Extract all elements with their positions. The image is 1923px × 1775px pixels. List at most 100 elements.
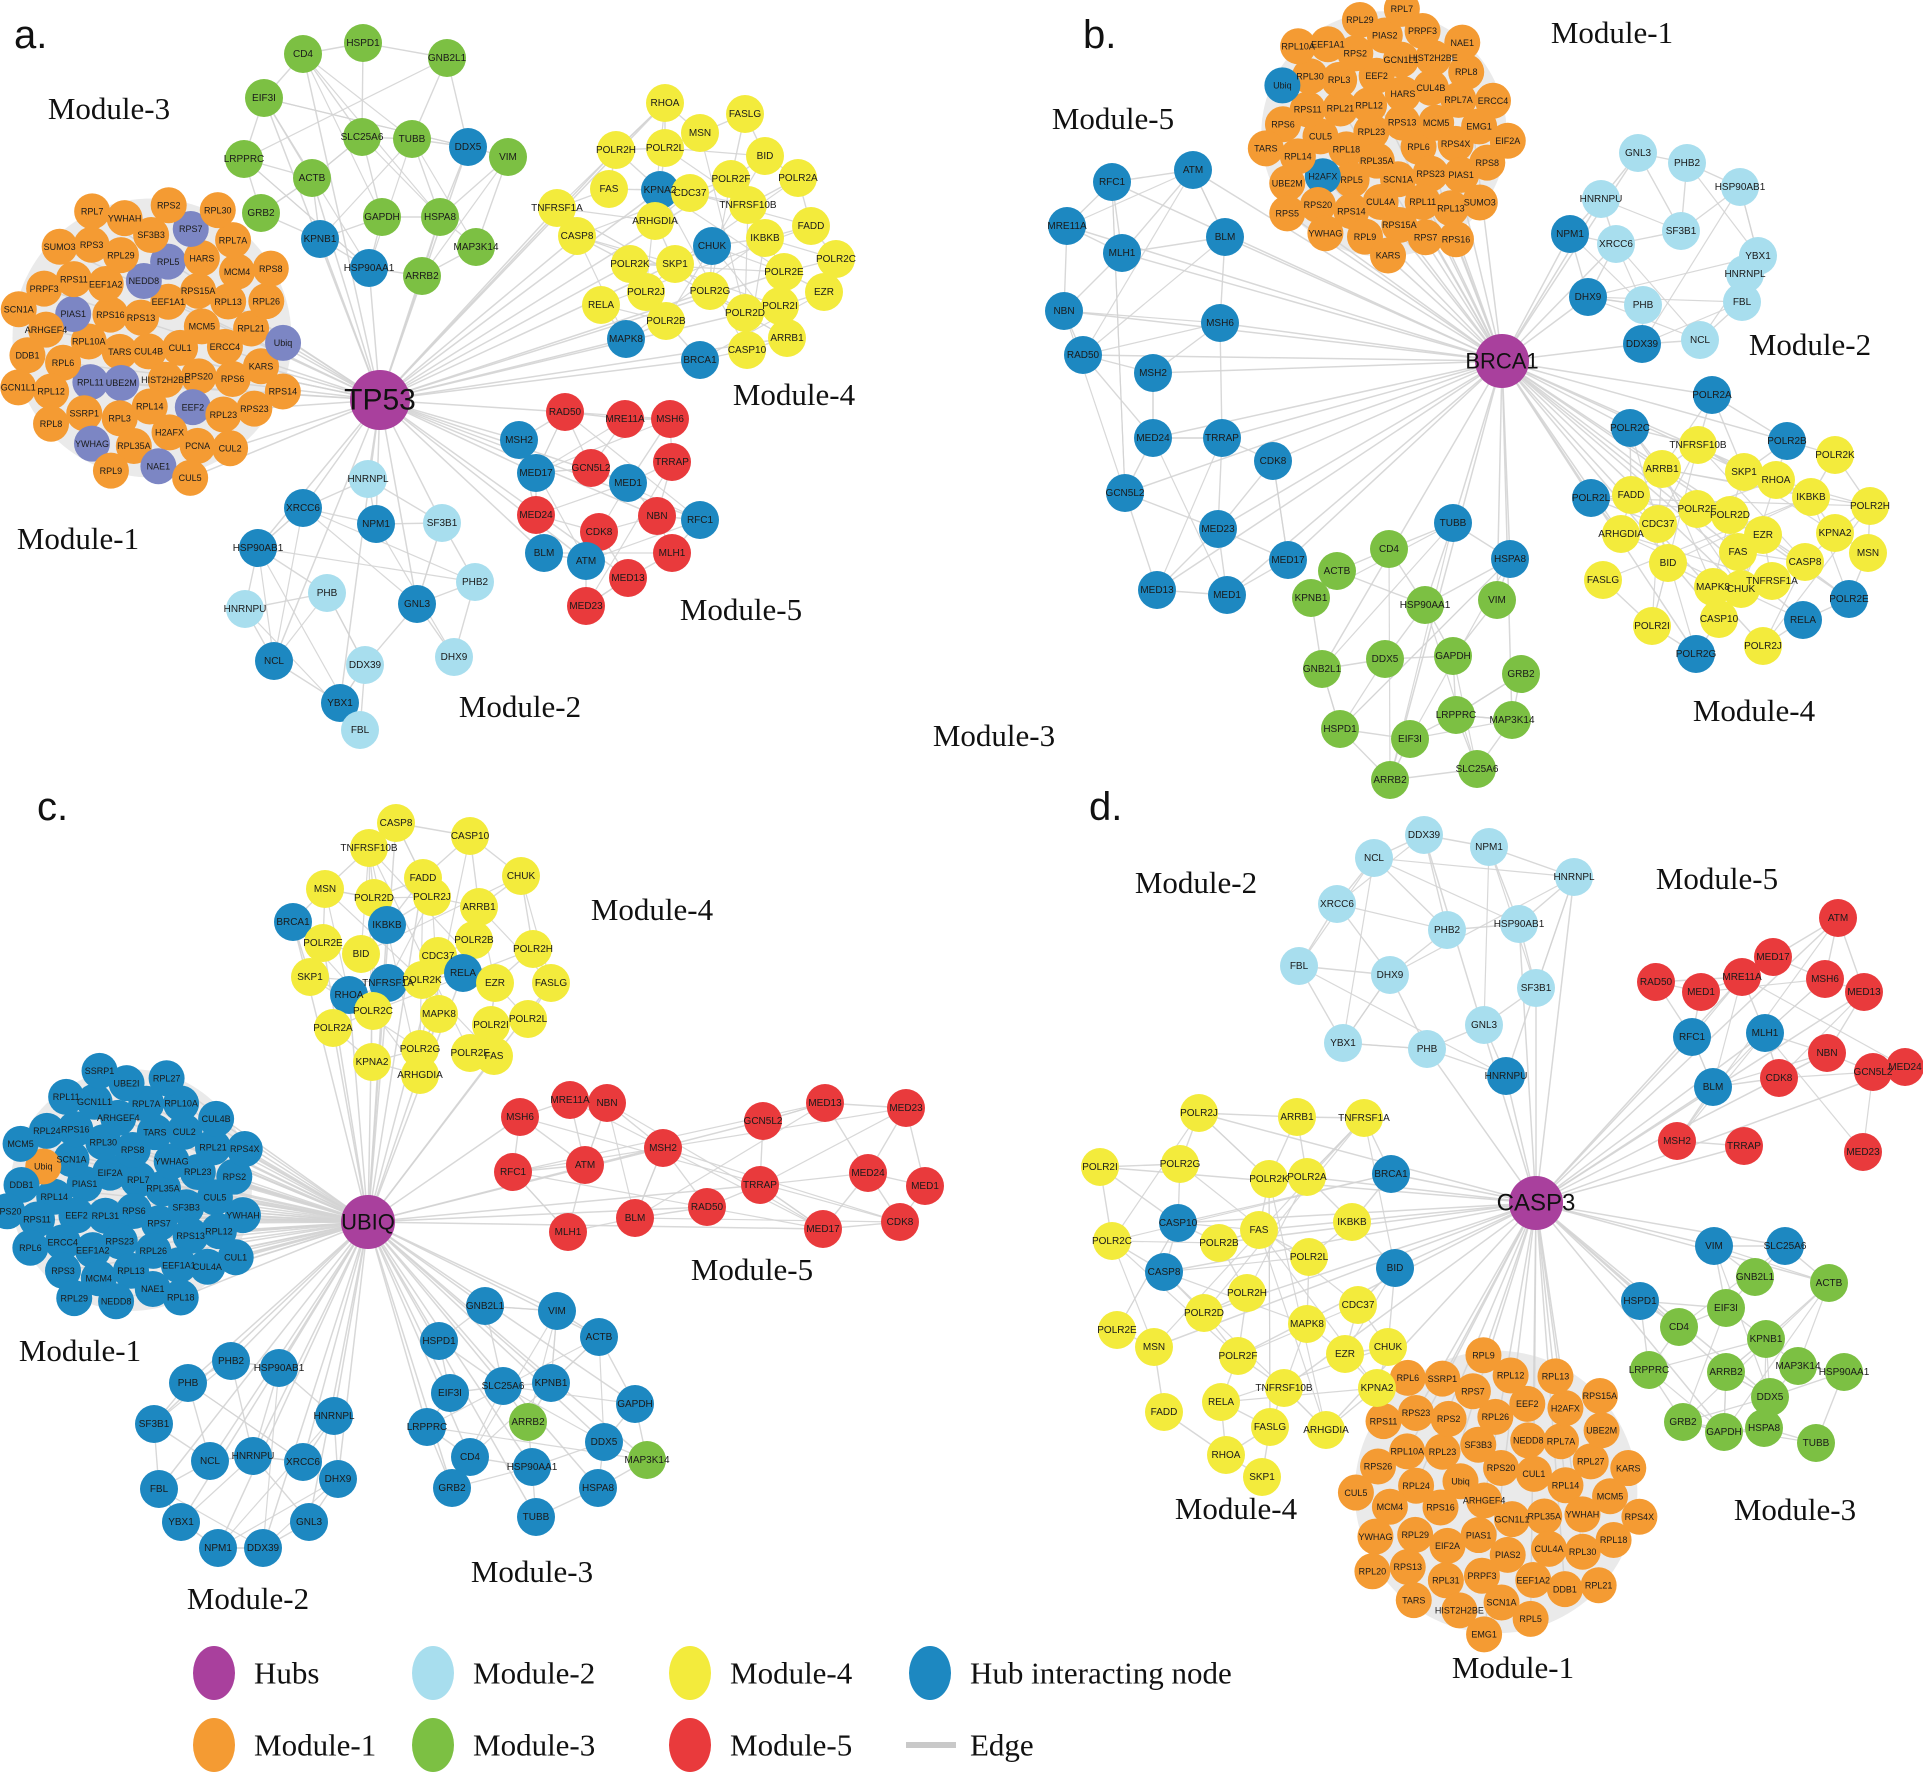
network-node[interactable] — [567, 542, 605, 580]
network-node[interactable] — [1357, 1518, 1394, 1555]
network-node[interactable] — [456, 563, 494, 601]
network-node[interactable] — [0, 369, 37, 406]
network-node[interactable] — [1135, 1328, 1173, 1366]
network-node[interactable] — [363, 198, 401, 236]
network-node[interactable] — [41, 228, 78, 265]
network-node[interactable] — [1376, 1249, 1414, 1287]
network-node[interactable] — [1679, 426, 1717, 464]
network-node[interactable] — [168, 1189, 205, 1226]
network-node[interactable] — [817, 240, 855, 278]
network-node[interactable] — [1299, 186, 1336, 223]
network-node[interactable] — [1649, 544, 1687, 582]
network-node[interactable] — [1134, 354, 1172, 392]
network-node[interactable] — [28, 311, 65, 348]
network-node[interactable] — [1494, 1501, 1531, 1538]
network-node[interactable] — [1592, 1478, 1629, 1515]
network-node[interactable] — [252, 250, 289, 287]
network-node[interactable] — [1280, 28, 1317, 65]
network-node[interactable] — [779, 159, 817, 197]
network-node[interactable] — [1424, 1433, 1461, 1470]
network-node[interactable] — [1442, 1463, 1479, 1500]
network-node[interactable] — [183, 308, 220, 345]
network-node[interactable] — [1705, 1413, 1743, 1451]
network-node[interactable] — [344, 24, 382, 62]
network-node[interactable] — [1477, 1398, 1514, 1435]
network-node[interactable] — [1810, 1264, 1848, 1302]
network-node[interactable] — [341, 711, 379, 749]
network-node[interactable] — [691, 272, 729, 310]
network-node[interactable] — [349, 460, 387, 498]
network-node[interactable] — [210, 283, 247, 320]
network-node[interactable] — [66, 395, 103, 432]
network-node[interactable] — [538, 1292, 576, 1330]
network-node[interactable] — [628, 1441, 666, 1479]
network-node[interactable] — [1583, 1412, 1620, 1449]
network-node[interactable] — [195, 1129, 232, 1166]
network-node[interactable] — [1792, 478, 1830, 516]
network-node[interactable] — [1351, 87, 1388, 124]
network-node[interactable] — [746, 137, 784, 175]
network-node[interactable] — [616, 1385, 654, 1423]
network-node[interactable] — [284, 489, 322, 527]
network-node[interactable] — [611, 245, 649, 283]
network-node[interactable] — [245, 79, 283, 117]
network-node[interactable] — [1434, 504, 1472, 542]
network-node[interactable] — [1185, 1294, 1223, 1332]
network-node[interactable] — [226, 1131, 263, 1168]
network-node[interactable] — [1597, 225, 1635, 263]
network-node[interactable] — [653, 534, 691, 572]
network-node[interactable] — [408, 1408, 446, 1446]
network-node[interactable] — [606, 400, 644, 438]
network-node[interactable] — [290, 1503, 328, 1541]
network-node[interactable] — [1429, 1527, 1466, 1564]
network-node[interactable] — [1611, 409, 1649, 447]
network-node[interactable] — [87, 266, 124, 303]
network-node[interactable] — [1757, 461, 1795, 499]
network-node[interactable] — [1106, 474, 1144, 512]
network-node[interactable] — [226, 590, 264, 628]
network-node[interactable] — [26, 270, 63, 307]
network-node[interactable] — [551, 1081, 589, 1119]
network-node[interactable] — [1269, 541, 1307, 579]
network-node[interactable] — [1369, 1328, 1407, 1366]
network-node[interactable] — [1633, 607, 1671, 645]
network-node[interactable] — [517, 496, 555, 534]
network-node[interactable] — [1407, 219, 1444, 256]
network-node[interactable] — [1371, 1488, 1408, 1525]
network-node[interactable] — [150, 243, 187, 280]
network-node[interactable] — [33, 373, 70, 410]
network-node[interactable] — [1572, 1443, 1609, 1480]
network-node[interactable] — [1228, 1274, 1266, 1312]
network-node[interactable] — [644, 1129, 682, 1167]
network-node[interactable] — [538, 189, 576, 227]
network-node[interactable] — [1612, 476, 1650, 514]
network-node[interactable] — [398, 585, 436, 623]
network-node[interactable] — [501, 1098, 539, 1136]
network-node[interactable] — [1621, 1282, 1659, 1320]
network-node[interactable] — [1345, 1099, 1383, 1137]
network-node[interactable] — [1093, 1222, 1131, 1260]
network-node[interactable] — [55, 261, 92, 298]
network-node[interactable] — [264, 373, 301, 410]
network-node[interactable] — [1569, 278, 1607, 316]
network-node[interactable] — [1098, 1311, 1136, 1349]
network-node[interactable] — [460, 888, 498, 926]
network-node[interactable] — [236, 390, 273, 427]
network-node[interactable] — [423, 504, 461, 542]
network-node[interactable] — [420, 1322, 458, 1360]
network-node[interactable] — [1624, 286, 1662, 324]
network-node[interactable] — [1463, 1557, 1500, 1594]
network-node[interactable] — [1700, 600, 1738, 638]
hub-node[interactable] — [341, 1195, 395, 1249]
network-node[interactable] — [1200, 1224, 1238, 1262]
network-node[interactable] — [1719, 533, 1757, 571]
network-node[interactable] — [1324, 1024, 1362, 1062]
network-node[interactable] — [1547, 1467, 1584, 1504]
network-node[interactable] — [346, 646, 384, 684]
network-node[interactable] — [1145, 1253, 1183, 1291]
network-node[interactable] — [761, 287, 799, 325]
network-node[interactable] — [1422, 1489, 1459, 1526]
network-node[interactable] — [607, 320, 645, 358]
network-node[interactable] — [455, 921, 493, 959]
network-node[interactable] — [1427, 1562, 1464, 1599]
